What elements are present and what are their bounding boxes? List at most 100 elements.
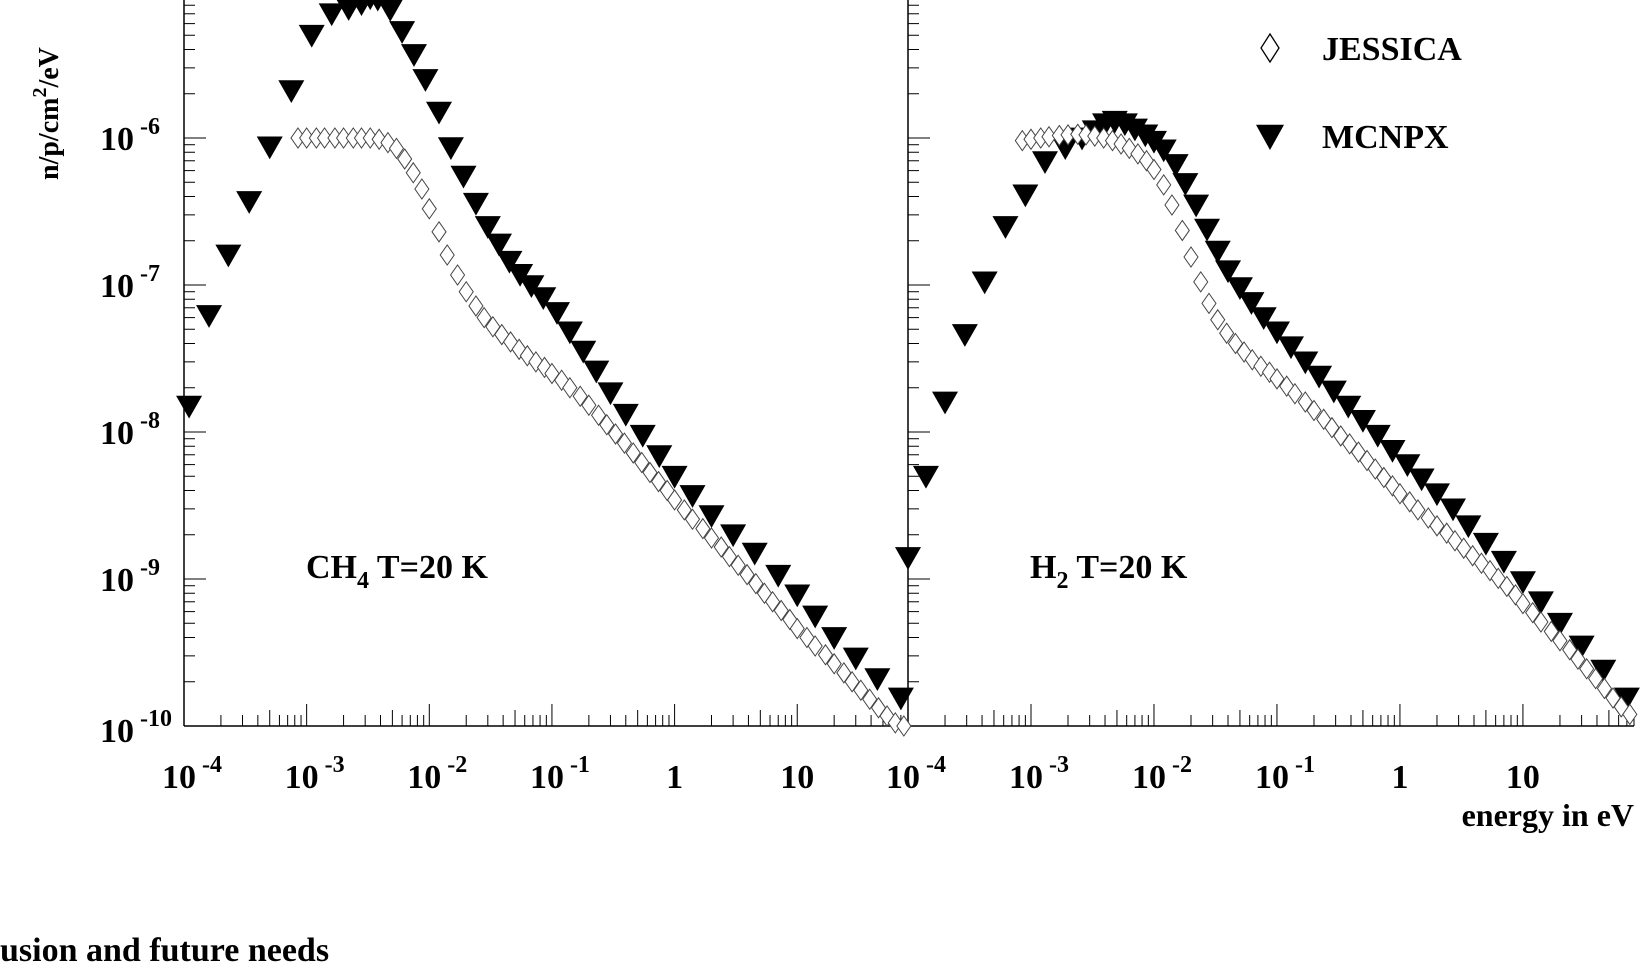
mcnpx-marker — [377, 0, 403, 22]
mcnpx-marker — [583, 360, 610, 384]
y-tick-label: 10 -10 — [100, 706, 172, 750]
legend-label: JESSICA — [1322, 31, 1462, 68]
mcnpx-marker — [1031, 151, 1058, 175]
jessica-marker — [676, 499, 692, 521]
mcnpx-marker — [1364, 424, 1391, 448]
x-tick-label: 10 -2 — [1132, 752, 1192, 796]
jessica-marker — [1429, 514, 1445, 537]
jessica-marker — [1410, 499, 1426, 521]
panel-annotation: H2 T=20 K — [1030, 549, 1188, 594]
jessica-marker — [844, 670, 860, 693]
x-tick-label: 10 — [780, 759, 814, 796]
mcnpx-marker — [1172, 173, 1199, 196]
jessica-marker — [1579, 657, 1595, 680]
mcnpx-marker — [318, 3, 345, 27]
jessica-marker — [789, 617, 805, 640]
jessica-marker — [666, 489, 683, 511]
mcnpx-marker — [784, 584, 811, 608]
mcnpx-marker — [720, 524, 747, 548]
mcnpx-marker — [1439, 498, 1466, 522]
mcnpx-marker — [1349, 409, 1376, 433]
jessica-marker — [439, 244, 455, 266]
mcnpx-marker — [597, 382, 624, 406]
mcnpx-marker — [496, 250, 523, 274]
mcnpx-marker — [932, 391, 959, 415]
mcnpx-marker — [485, 233, 512, 257]
mcnpx-marker — [661, 465, 688, 489]
mcnpx-marker — [474, 216, 501, 239]
legend: JESSICA MCNPX — [1256, 31, 1462, 156]
jessica-marker — [316, 127, 333, 149]
legend-label: MCNPX — [1322, 119, 1449, 156]
x-tick-label: 10 -4 — [886, 752, 946, 796]
mcnpx-marker — [1590, 659, 1617, 683]
mcnpx-marker — [802, 605, 829, 629]
mcnpx-marker — [1204, 240, 1231, 264]
mcnpx-marker — [1509, 571, 1536, 594]
mcnpx-marker — [887, 687, 914, 711]
mcnpx-marker — [530, 287, 557, 311]
mcnpx-marker — [1250, 307, 1277, 330]
mcnpx-marker — [1394, 454, 1421, 477]
mcnpx-marker — [1150, 139, 1177, 163]
jessica-marker — [1297, 391, 1313, 413]
jessica-marker — [421, 197, 437, 220]
x-tick-label: 10 -3 — [285, 752, 345, 796]
jessica-marker — [388, 137, 405, 160]
mcnpx-marker — [951, 324, 978, 347]
mcnpx-marker — [1238, 292, 1265, 315]
mcnpx-marker — [1546, 612, 1573, 636]
jessica-marker — [634, 451, 650, 474]
annotations: n/p/cm2/eV energy in eV CH4 T=20 K H2 T=20 … — [29, 47, 1634, 833]
mcnpx-marker — [544, 302, 571, 325]
jessica-marker — [730, 554, 746, 577]
mcnpx-marker — [1121, 118, 1148, 142]
jessica-marker — [1392, 482, 1408, 505]
jessica-marker — [1269, 367, 1285, 390]
mcnpx-marker — [1263, 321, 1290, 345]
y-tick-label: 10 -9 — [100, 555, 160, 599]
mcnpx-marker — [215, 244, 242, 268]
mcnpx-marker — [236, 191, 263, 214]
x-tick-label: 10 -1 — [1255, 752, 1315, 796]
mcnpx-marker — [992, 216, 1019, 239]
jessica-marker — [684, 508, 701, 531]
jessica-marker — [773, 599, 789, 622]
mcnpx-marker — [698, 505, 725, 528]
jessica-marker — [862, 688, 878, 711]
jessica-marker — [562, 376, 578, 399]
jessica-marker — [695, 517, 711, 540]
mcnpx-marker — [1215, 260, 1242, 284]
mcnpx-marker — [1194, 218, 1221, 242]
mcnpx-marker — [1490, 550, 1517, 574]
jessica-marker — [1533, 611, 1549, 633]
jessica-marker — [431, 220, 447, 243]
jessica-marker — [625, 442, 641, 464]
jessica-marker — [1201, 292, 1217, 315]
jessica-marker — [1570, 648, 1586, 671]
mcnpx-marker — [864, 668, 891, 691]
mcnpx-marker — [1408, 468, 1435, 492]
jessica-marker — [476, 306, 492, 329]
tick-marks — [183, 4, 1635, 727]
y-axis-label: n/p/cm2/eV — [29, 47, 65, 180]
x-tick-label: 10 — [1506, 759, 1540, 796]
jessica-marker — [607, 423, 624, 445]
tick-labels: 10 -4 10 -3 10 -2 10 -1 1 10 10 -4 10 -3 10 -2 10 -1 1 10 10… — [100, 114, 1540, 796]
jessica-marker — [739, 563, 755, 586]
mcnpx-marker — [1320, 380, 1347, 404]
jessica-marker — [599, 413, 615, 436]
jessica-marker — [1210, 308, 1226, 331]
y-tick-label: 10 -8 — [100, 408, 160, 452]
jessica-marker — [581, 394, 597, 417]
jessica-marker — [853, 679, 869, 702]
mcnpx-marker — [1292, 351, 1319, 375]
mcnpx-marker — [298, 24, 325, 48]
mcnpx-marker — [1568, 635, 1595, 659]
mcnpx-marker — [278, 80, 305, 103]
axes-frame — [183, 0, 1634, 727]
x-tick-label: 10 -4 — [162, 752, 222, 796]
jessica-marker — [468, 295, 484, 317]
mcnpx-marker — [352, 0, 371, 17]
mcnpx-marker — [336, 0, 361, 21]
